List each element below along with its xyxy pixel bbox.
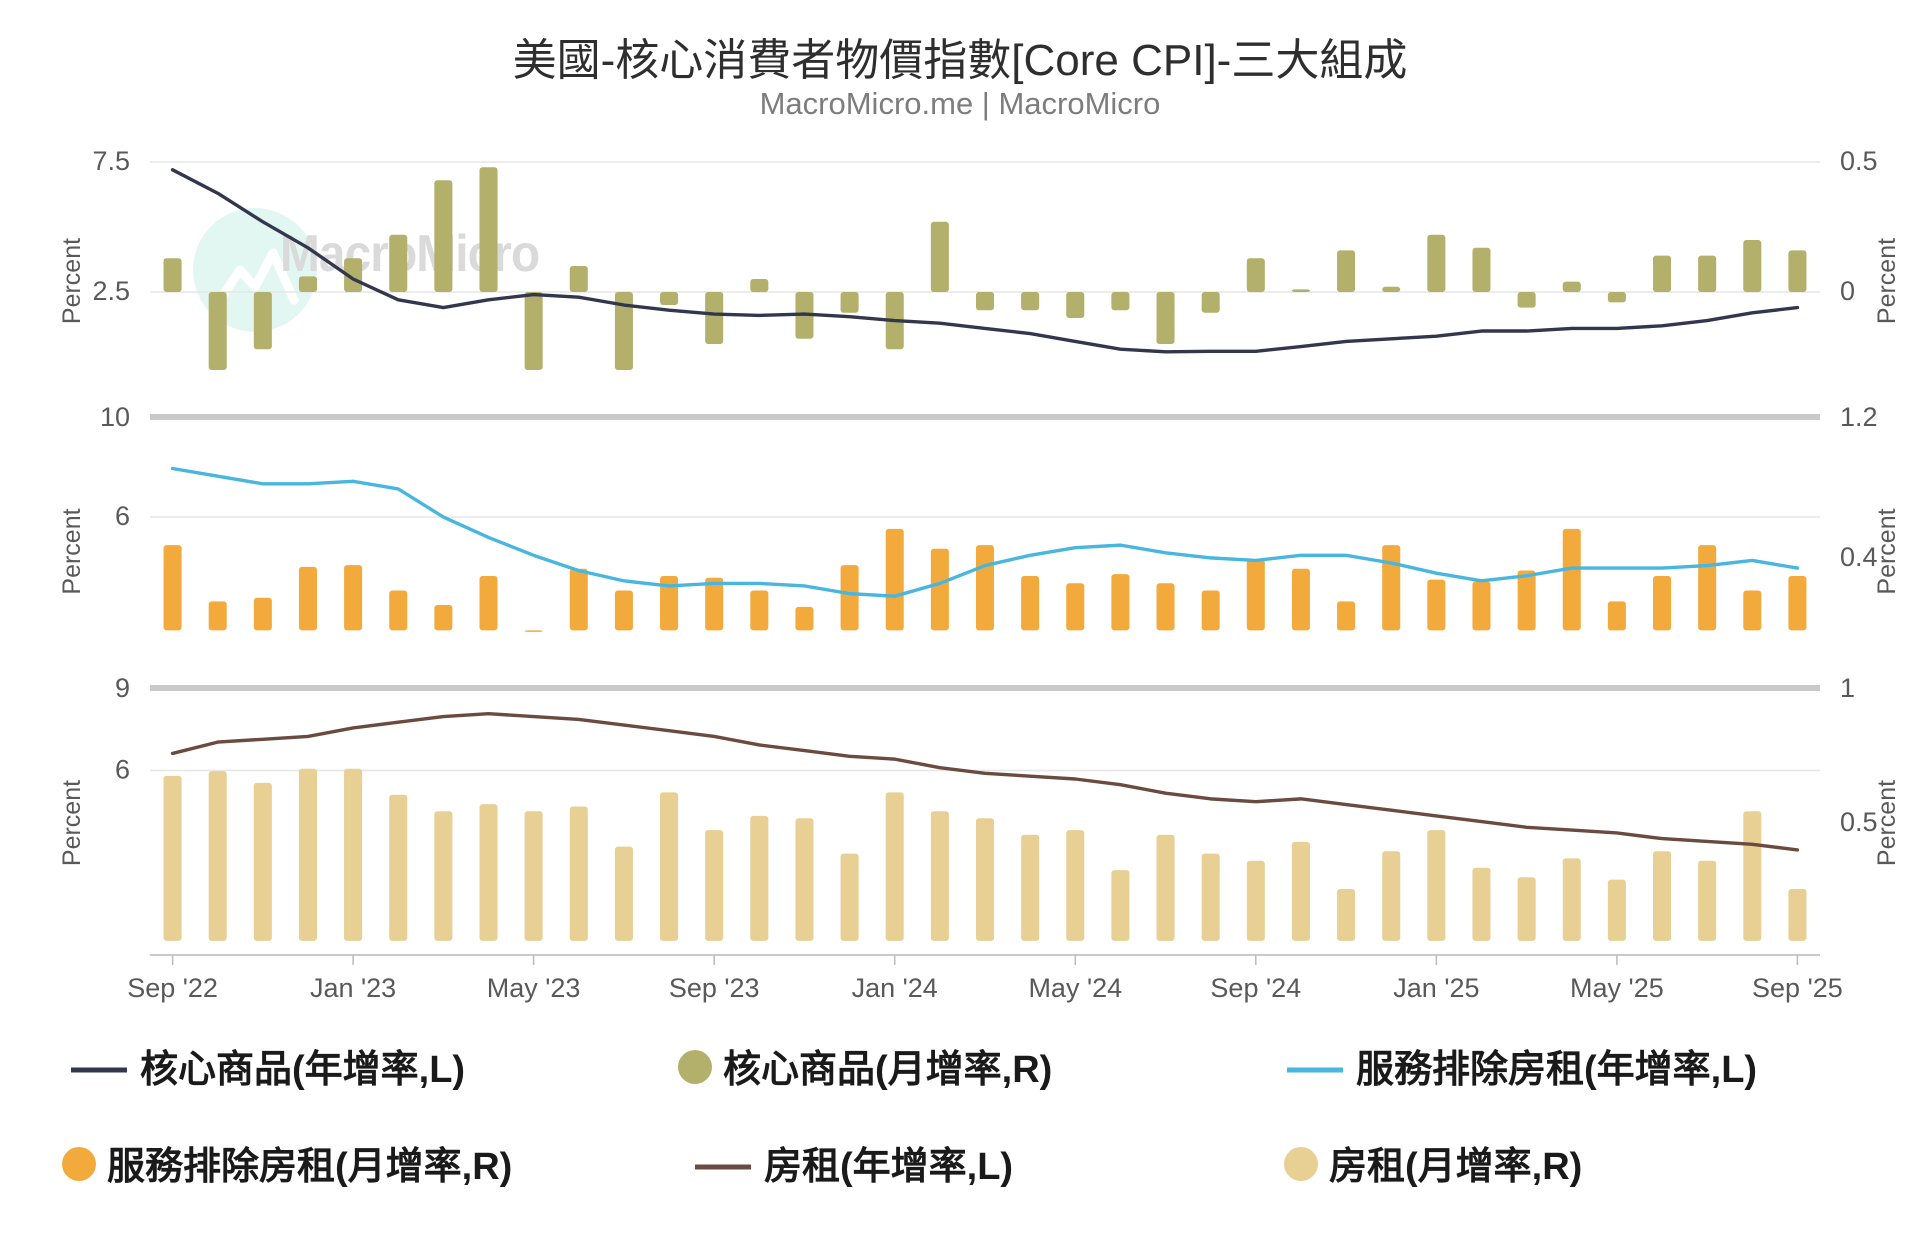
svg-text:房租(年增率,L): 房租(年增率,L) [764, 1146, 1013, 1188]
svg-text:房租(月增率,R): 房租(月增率,R) [1329, 1146, 1582, 1188]
svg-text:核心商品(月增率,R): 核心商品(月增率,R) [723, 1049, 1052, 1091]
svg-text:核心商品(年增率,L): 核心商品(年增率,L) [140, 1049, 465, 1091]
svg-text:服務排除房租(月增率,R): 服務排除房租(月增率,R) [107, 1145, 512, 1188]
svg-text:服務排除房租(年增率,L): 服務排除房租(年增率,L) [1356, 1048, 1757, 1091]
